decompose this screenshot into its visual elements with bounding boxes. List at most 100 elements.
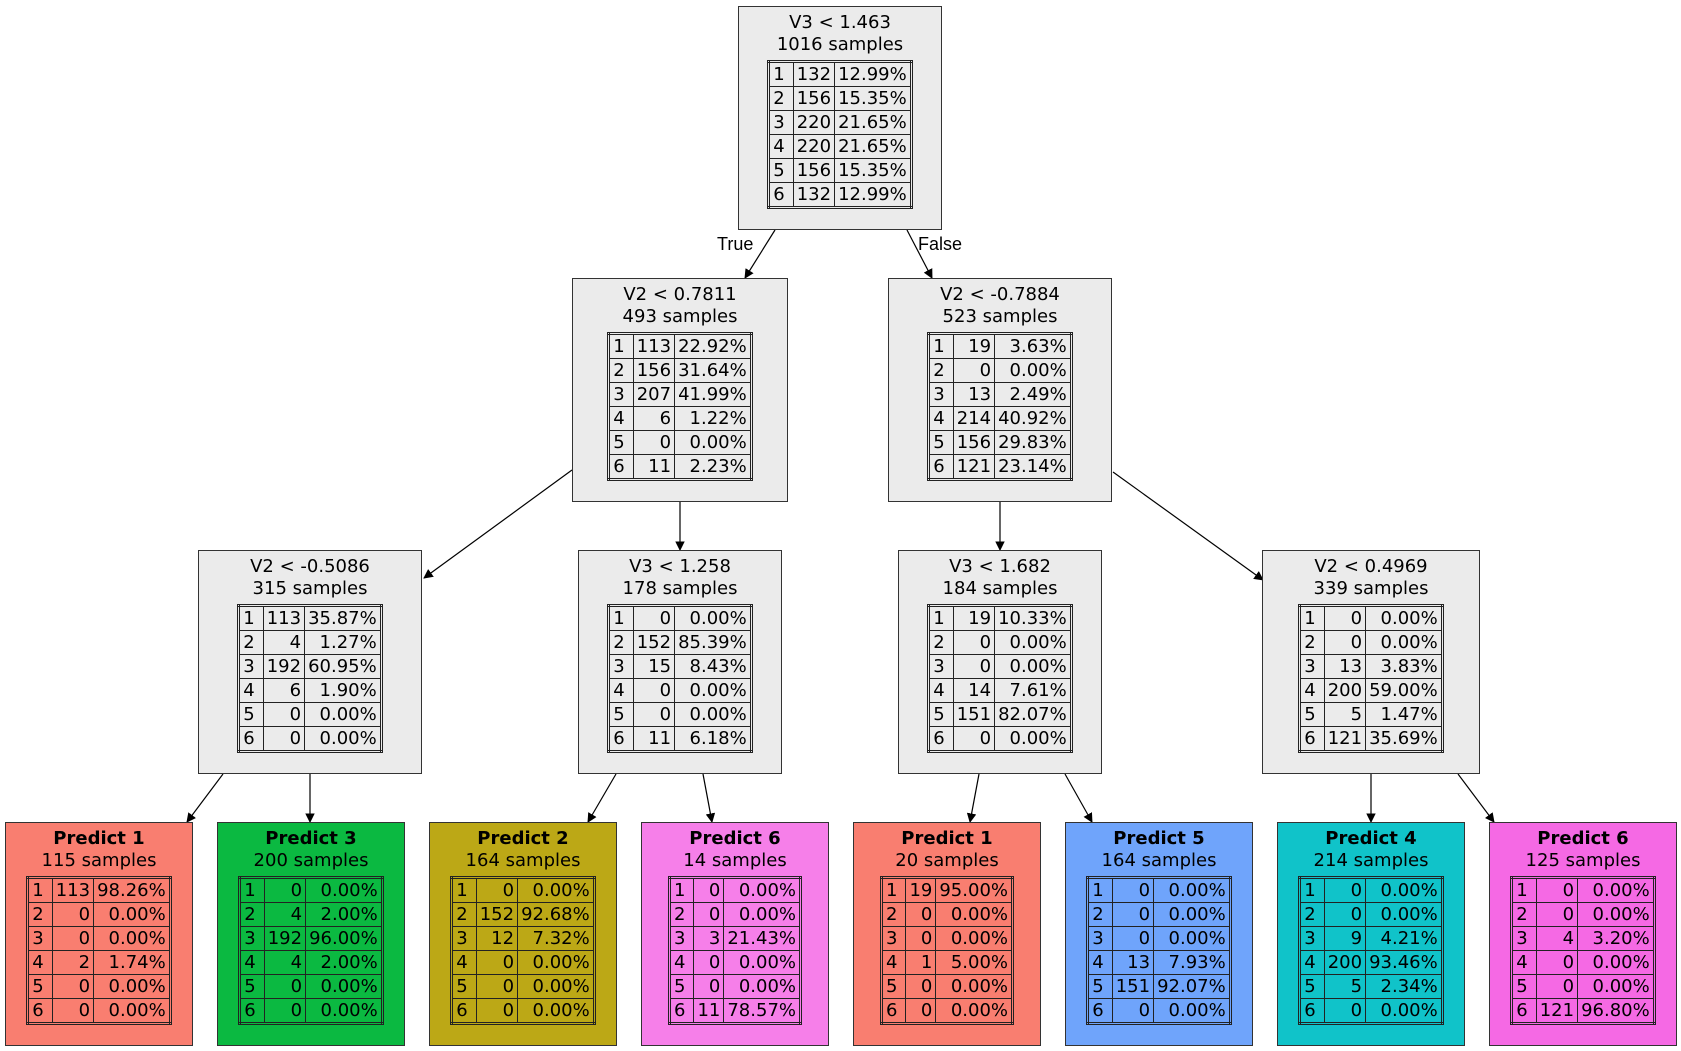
class-cell: 5 [928, 430, 954, 455]
tree-node: V2 < 0.4969 339 samples 1 0 0.00% 2 0 0.00% 3 13 3… [1262, 550, 1480, 774]
count-cell: 0 [263, 877, 307, 903]
table-row: 4 13 7.93% [1087, 950, 1231, 975]
percent-cell: 0.00% [1153, 926, 1231, 951]
count-cell: 0 [475, 974, 519, 999]
percent-cell: 35.87% [304, 605, 382, 631]
table-row: 4 6 1.22% [608, 406, 752, 431]
class-cell: 5 [1299, 702, 1325, 727]
table-row: 6 121 23.14% [928, 454, 1072, 480]
edge-n5-l5 [1064, 773, 1093, 823]
class-cell: 5 [1511, 974, 1537, 999]
percent-cell: 21.65% [834, 110, 912, 135]
class-cell: 3 [608, 382, 634, 407]
table-row: 3 192 96.00% [239, 926, 383, 951]
table-row: 2 0 0.00% [668, 902, 801, 927]
count-cell: 0 [51, 974, 95, 999]
node-title: Predict 6 [1537, 828, 1629, 849]
class-cell: 3 [239, 926, 265, 951]
node-samples: 315 samples [252, 578, 368, 599]
percent-cell: 0.00% [723, 950, 801, 975]
table-row: 5 0 0.00% [880, 974, 1013, 999]
class-cell: 5 [928, 702, 954, 727]
percent-cell: 0.00% [305, 877, 383, 903]
class-cell: 1 [451, 877, 477, 903]
tree-node: V3 < 1.463 1016 samples 1 132 12.99% 2 156 15.3… [738, 6, 942, 230]
edge-n5-l4 [966, 773, 980, 823]
class-cell: 3 [1299, 654, 1325, 679]
percent-cell: 0.00% [1365, 998, 1443, 1024]
percent-cell: 0.00% [935, 974, 1013, 999]
table-row: 4 0 0.00% [668, 950, 801, 975]
table-row: 1 19 95.00% [880, 877, 1013, 903]
table-row: 3 0 0.00% [880, 926, 1013, 951]
count-cell: 5 [1323, 974, 1367, 999]
edge-n6-l7 [1457, 773, 1495, 823]
class-cell: 6 [1299, 998, 1325, 1024]
class-cell: 5 [27, 974, 53, 999]
table-row: 3 13 2.49% [928, 382, 1072, 407]
leaf-node: Predict 4 214 samples 1 0 0.00% 2 0 0.00% 3 9 4.21… [1277, 822, 1465, 1046]
percent-cell: 0.00% [517, 950, 595, 975]
percent-cell: 22.92% [674, 333, 752, 359]
table-row: 4 14 7.61% [928, 678, 1072, 703]
node-samples: 184 samples [942, 578, 1058, 599]
table-row: 6 121 96.80% [1511, 998, 1655, 1024]
node-title: V2 < 0.4969 [1314, 556, 1428, 577]
class-cell: 1 [27, 877, 53, 903]
table-row: 5 0 0.00% [238, 702, 382, 727]
percent-cell: 21.65% [834, 134, 912, 159]
count-cell: 207 [632, 382, 676, 407]
table-row: 1 0 0.00% [1299, 877, 1443, 903]
class-distribution-table: 1 0 0.00% 2 0 0.00% 3 3 21.43% 4 0 0.00% 5 0 0.00% 6 11 7… [668, 876, 802, 1025]
count-cell: 156 [792, 86, 836, 111]
percent-cell: 1.90% [304, 678, 382, 703]
table-row: 1 0 0.00% [1511, 877, 1655, 903]
class-cell: 1 [928, 605, 954, 631]
count-cell: 0 [475, 998, 519, 1024]
percent-cell: 93.46% [1365, 950, 1443, 975]
table-row: 3 15 8.43% [608, 654, 752, 679]
class-cell: 3 [608, 654, 634, 679]
table-row: 3 192 60.95% [238, 654, 382, 679]
count-cell: 11 [632, 454, 676, 480]
table-row: 3 3 21.43% [668, 926, 801, 951]
class-cell: 4 [608, 678, 634, 703]
table-row: 4 214 40.92% [928, 406, 1072, 431]
node-samples: 178 samples [622, 578, 738, 599]
count-cell: 0 [1535, 877, 1579, 903]
percent-cell: 40.92% [994, 406, 1072, 431]
percent-cell: 2.34% [1365, 974, 1443, 999]
edge-n3-l0 [186, 773, 224, 823]
percent-cell: 0.00% [723, 902, 801, 927]
percent-cell: 15.35% [834, 158, 912, 183]
table-row: 5 0 0.00% [608, 702, 752, 727]
table-row: 5 5 2.34% [1299, 974, 1443, 999]
percent-cell: 0.00% [994, 358, 1072, 383]
percent-cell: 95.00% [935, 877, 1013, 903]
table-row: 5 5 1.47% [1299, 702, 1443, 727]
count-cell: 6 [632, 406, 676, 431]
percent-cell: 0.00% [994, 726, 1072, 752]
class-cell: 5 [451, 974, 477, 999]
percent-cell: 31.64% [674, 358, 752, 383]
count-cell: 113 [262, 605, 306, 631]
table-row: 6 0 0.00% [27, 998, 171, 1024]
table-row: 6 0 0.00% [1087, 998, 1231, 1024]
node-title: Predict 1 [901, 828, 993, 849]
count-cell: 0 [1111, 902, 1155, 927]
class-distribution-table: 1 0 0.00% 2 152 92.68% 3 12 7.32% 4 0 0.00% 5 0 0.00% 6… [450, 876, 596, 1025]
leaf-node: Predict 2 164 samples 1 0 0.00% 2 152 92.68% 3 12… [429, 822, 617, 1046]
percent-cell: 35.69% [1365, 726, 1443, 752]
count-cell: 0 [262, 702, 306, 727]
table-row: 5 0 0.00% [608, 430, 752, 455]
count-cell: 132 [792, 61, 836, 87]
count-cell: 0 [262, 726, 306, 752]
class-distribution-table: 1 113 35.87% 2 4 1.27% 3 192 60.95% 4 6 1.90% 5 0 0.00… [237, 604, 383, 753]
table-row: 1 132 12.99% [768, 61, 912, 87]
count-cell: 4 [263, 902, 307, 927]
count-cell: 0 [905, 974, 937, 999]
count-cell: 152 [632, 630, 676, 655]
class-distribution-table: 1 19 95.00% 2 0 0.00% 3 0 0.00% 4 1 5.00% 5 0 0.00% 6 0 0… [880, 876, 1014, 1025]
table-row: 6 121 35.69% [1299, 726, 1443, 752]
class-cell: 5 [608, 702, 634, 727]
